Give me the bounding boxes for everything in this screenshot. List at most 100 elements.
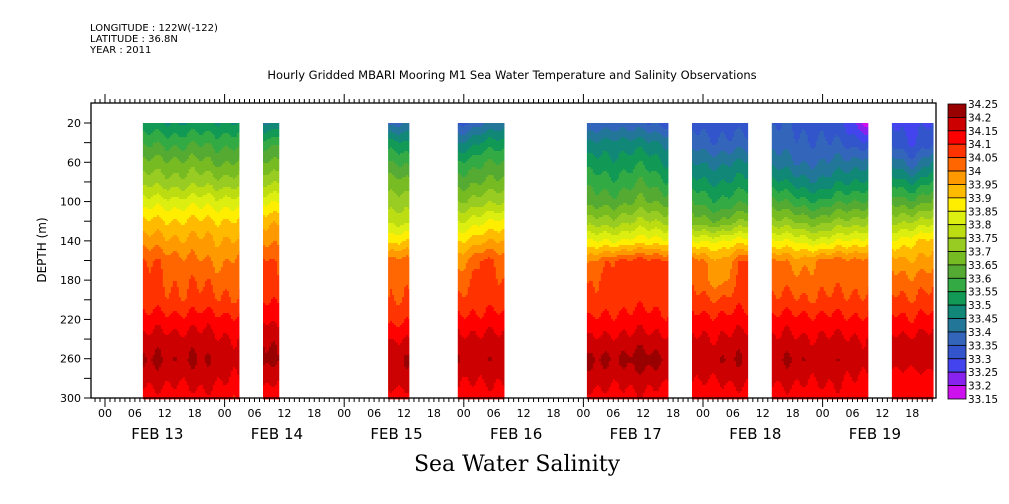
salinity-cell <box>207 123 209 125</box>
salinity-cell <box>209 243 211 245</box>
salinity-cell <box>145 213 147 215</box>
salinity-cell <box>181 187 183 189</box>
salinity-cell <box>203 249 205 251</box>
salinity-cell <box>147 295 149 297</box>
salinity-cell <box>145 297 147 299</box>
salinity-cell <box>199 159 201 161</box>
salinity-cell <box>197 373 199 375</box>
salinity-cell <box>177 251 179 253</box>
salinity-cell <box>175 331 177 333</box>
salinity-cell <box>145 129 147 131</box>
salinity-cell <box>183 355 185 357</box>
salinity-cell <box>151 341 153 343</box>
salinity-cell <box>163 193 165 195</box>
salinity-cell <box>209 311 211 313</box>
salinity-cell <box>175 129 177 131</box>
salinity-cell <box>145 219 147 221</box>
salinity-cell <box>195 393 197 395</box>
salinity-cell <box>209 285 211 287</box>
salinity-cell <box>181 395 183 397</box>
salinity-cell <box>203 265 205 267</box>
salinity-cell <box>177 151 179 153</box>
salinity-cell <box>157 317 159 319</box>
salinity-cell <box>209 145 211 147</box>
salinity-cell <box>163 299 165 301</box>
salinity-cell <box>165 307 167 309</box>
salinity-cell <box>163 347 165 349</box>
salinity-cell <box>161 329 163 331</box>
salinity-cell <box>191 181 193 183</box>
salinity-cell <box>199 251 201 253</box>
salinity-cell <box>215 143 217 145</box>
salinity-cell <box>167 225 169 227</box>
salinity-cell <box>161 177 163 179</box>
salinity-cell <box>149 231 151 233</box>
salinity-cell <box>161 209 163 211</box>
salinity-cell <box>149 365 151 367</box>
salinity-cell <box>187 279 189 281</box>
salinity-cell <box>143 357 145 359</box>
salinity-cell <box>193 183 195 185</box>
salinity-cell <box>169 147 171 149</box>
salinity-cell <box>185 197 187 199</box>
salinity-cell <box>213 145 215 147</box>
salinity-cell <box>147 273 149 275</box>
salinity-cell <box>213 343 215 345</box>
salinity-cell <box>201 223 203 225</box>
salinity-cell <box>199 197 201 199</box>
salinity-cell <box>165 183 167 185</box>
salinity-cell <box>171 323 173 325</box>
salinity-cell <box>149 329 151 331</box>
salinity-cell <box>167 385 169 387</box>
salinity-cell <box>191 311 193 313</box>
salinity-cell <box>155 305 157 307</box>
salinity-cell <box>203 379 205 381</box>
salinity-cell <box>187 335 189 337</box>
salinity-cell <box>163 313 165 315</box>
salinity-cell <box>189 237 191 239</box>
salinity-cell <box>195 283 197 285</box>
salinity-cell <box>175 291 177 293</box>
salinity-cell <box>155 375 157 377</box>
salinity-cell <box>195 383 197 385</box>
salinity-cell <box>183 223 185 225</box>
salinity-cell <box>167 133 169 135</box>
salinity-cell <box>169 173 171 175</box>
salinity-cell <box>211 161 213 163</box>
salinity-cell <box>211 193 213 195</box>
salinity-cell <box>151 371 153 373</box>
salinity-cell <box>143 193 145 195</box>
salinity-cell <box>207 221 209 223</box>
salinity-cell <box>209 129 211 131</box>
salinity-cell <box>195 261 197 263</box>
salinity-cell <box>201 243 203 245</box>
salinity-cell <box>143 327 145 329</box>
salinity-cell <box>161 145 163 147</box>
salinity-cell <box>161 141 163 143</box>
salinity-cell <box>195 339 197 341</box>
salinity-cell <box>149 285 151 287</box>
salinity-cell <box>187 185 189 187</box>
salinity-cell <box>167 237 169 239</box>
salinity-cell <box>163 389 165 391</box>
salinity-cell <box>169 257 171 259</box>
salinity-cell <box>205 285 207 287</box>
salinity-cell <box>165 153 167 155</box>
salinity-cell <box>205 245 207 247</box>
salinity-cell <box>157 131 159 133</box>
salinity-cell <box>207 211 209 213</box>
salinity-cell <box>159 273 161 275</box>
salinity-cell <box>147 367 149 369</box>
salinity-cell <box>189 217 191 219</box>
salinity-cell <box>203 311 205 313</box>
salinity-cell <box>167 189 169 191</box>
salinity-cell <box>179 193 181 195</box>
salinity-cell <box>177 149 179 151</box>
salinity-cell <box>189 299 191 301</box>
salinity-cell <box>149 343 151 345</box>
salinity-cell <box>169 357 171 359</box>
salinity-cell <box>173 387 175 389</box>
salinity-cell <box>165 189 167 191</box>
salinity-cell <box>195 235 197 237</box>
salinity-cell <box>213 189 215 191</box>
